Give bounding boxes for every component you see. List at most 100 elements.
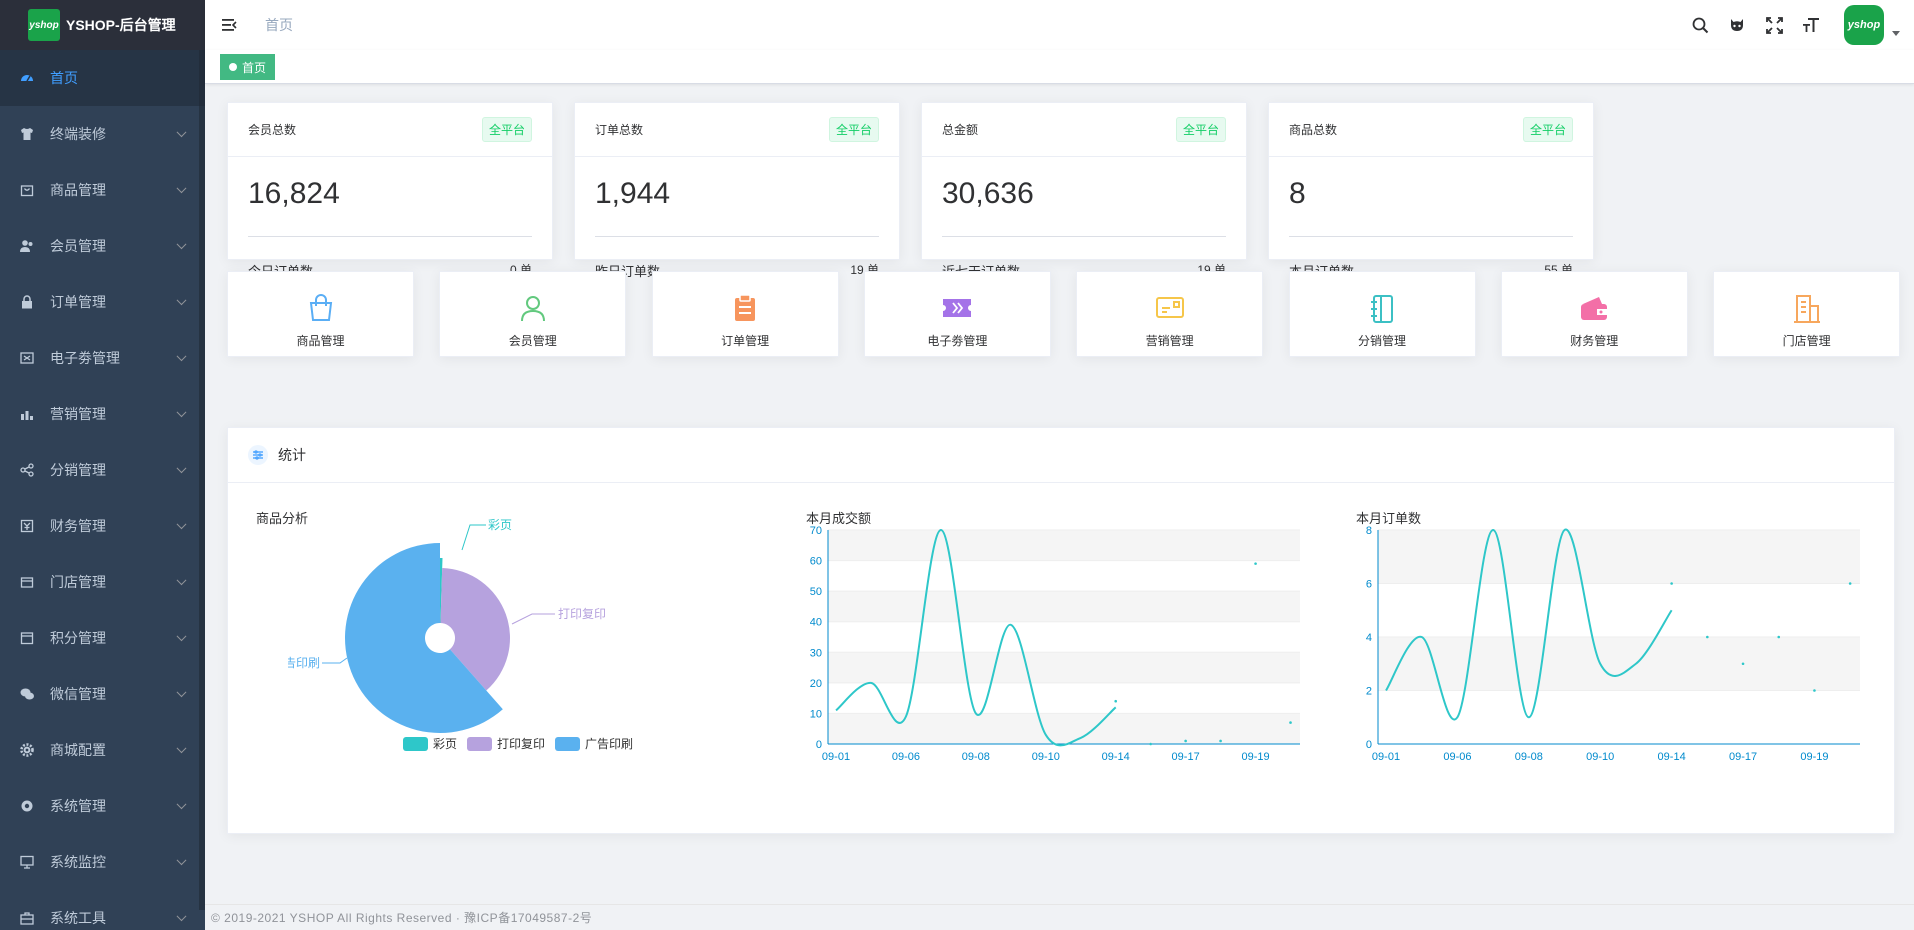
pie-slice[interactable] <box>345 543 503 733</box>
stat-card-value: 8 <box>1289 177 1306 210</box>
dashboard-icon <box>20 71 34 85</box>
stat-card-header: 总金额 全平台 <box>922 103 1246 157</box>
sidebar: yshop YSHOP-后台管理 首页 终端装修 商品管理 会员管理订单管理电子劵管理… <box>0 0 205 930</box>
legend-item[interactable]: 打印复印 <box>467 735 545 752</box>
tags-view: 首页 <box>205 50 1914 84</box>
platform-tag: 全平台 <box>1175 117 1226 142</box>
chevron-down-icon <box>176 463 187 474</box>
quick-link-card[interactable]: 会员管理 <box>439 271 627 357</box>
building-icon <box>1714 294 1899 324</box>
series-line[interactable] <box>1385 528 1673 721</box>
stat-card-title: 总金额 <box>942 123 979 137</box>
search-icon[interactable] <box>1690 15 1710 35</box>
grid-band <box>828 591 1300 622</box>
fullscreen-icon[interactable] <box>1764 15 1784 35</box>
data-point[interactable] <box>1254 562 1257 565</box>
sidebar-item-5[interactable]: 电子劵管理 <box>0 330 205 386</box>
sidebar-item-1[interactable]: 终端装修 <box>0 106 205 162</box>
data-point[interactable] <box>1848 582 1852 585</box>
chevron-down-icon <box>176 911 187 922</box>
github-icon[interactable] <box>1727 15 1747 35</box>
data-point[interactable] <box>1706 635 1709 639</box>
pie-label-line <box>322 657 348 664</box>
stat-card: 订单总数 全平台 1,944 昨日订单数 19 单 <box>574 102 900 279</box>
pie-label-line <box>511 613 555 625</box>
x-tick-label: 09-08 <box>1515 751 1543 760</box>
sidebar-item-6[interactable]: 营销管理 <box>0 386 205 442</box>
stat-card-value: 30,636 <box>942 177 1034 210</box>
caret-down-icon[interactable] <box>1892 30 1900 36</box>
sidebar-item-11[interactable]: 微信管理 <box>0 666 205 722</box>
stats-panel-header: 统计 <box>228 428 1894 483</box>
quick-link-card[interactable]: 财务管理 <box>1500 271 1688 357</box>
tag-home[interactable]: 首页 <box>220 54 276 80</box>
data-point[interactable] <box>1149 742 1152 746</box>
chevron-down-icon <box>176 687 187 698</box>
quick-link-card[interactable]: 分销管理 <box>1288 271 1476 357</box>
quick-link-label: 营销管理 <box>1145 334 1194 348</box>
avatar[interactable]: yshop <box>1844 5 1884 45</box>
sidebar-item-10[interactable]: 积分管理 <box>0 610 205 666</box>
legend-label: 彩页 <box>433 737 458 751</box>
data-point[interactable] <box>1777 635 1781 639</box>
orders-line-chart: 0 2 4 6 8 09-01 09-06 09-08 09-10 09-14 09-17 09-19 <box>1366 525 1860 760</box>
stat-card-title: 会员总数 <box>248 123 297 137</box>
data-point[interactable] <box>1741 662 1745 666</box>
data-point[interactable] <box>1670 582 1673 585</box>
sidebar-item-label: 电子劵管理 <box>50 350 120 366</box>
ticket-icon <box>865 294 1050 324</box>
sidebar-item-14[interactable]: 系统监控 <box>0 834 205 890</box>
quick-link-card[interactable]: 门店管理 <box>1713 271 1901 357</box>
y-tick-label: 60 <box>810 556 822 568</box>
sidebar-item-label: 订单管理 <box>50 294 106 310</box>
orders-chart-title: 本月订单数 <box>1356 511 1422 526</box>
envelope-icon <box>1077 294 1262 324</box>
legend-item[interactable]: 彩页 <box>403 735 457 752</box>
pie-slice[interactable] <box>440 558 443 624</box>
sidebar-item-label: 营销管理 <box>50 406 106 422</box>
sidebar-item-15[interactable]: 系统工具 <box>0 890 205 930</box>
sidebar-scrollbar[interactable] <box>199 50 205 910</box>
quick-link-card[interactable]: 营销管理 <box>1076 271 1264 357</box>
sidebar-item-12[interactable]: 商城配置 <box>0 722 205 778</box>
quick-link-card[interactable]: 电子劵管理 <box>863 271 1051 357</box>
breadcrumb[interactable]: 首页 <box>265 17 293 33</box>
stat-card-value: 1,944 <box>595 177 671 210</box>
data-point[interactable] <box>1289 721 1292 724</box>
x-tick-label: 09-10 <box>1032 751 1060 760</box>
logo[interactable]: yshop YSHOP-后台管理 <box>0 0 205 50</box>
chevron-down-icon <box>176 127 187 138</box>
y-tick-label: 50 <box>810 586 822 598</box>
sidebar-item-0[interactable]: 首页 <box>0 50 205 106</box>
legend-swatch <box>403 736 428 751</box>
hamburger-icon[interactable] <box>221 16 239 34</box>
data-point[interactable] <box>1184 739 1187 743</box>
sidebar-item-8[interactable]: 财务管理 <box>0 498 205 554</box>
grid-band <box>1378 530 1860 584</box>
pie-slice[interactable] <box>440 568 510 691</box>
sidebar-item-13[interactable]: 系统管理 <box>0 778 205 834</box>
data-point[interactable] <box>1219 739 1222 743</box>
sidebar-item-7[interactable]: 分销管理 <box>0 442 205 498</box>
series-line[interactable] <box>835 528 1117 747</box>
header: 首页 yshop <box>205 0 1914 50</box>
legend-item[interactable]: 广告印刷 <box>555 735 633 752</box>
sidebar-item-2[interactable]: 商品管理 <box>0 162 205 218</box>
x-tick-label: 09-19 <box>1241 751 1269 760</box>
data-point[interactable] <box>1813 689 1816 692</box>
stat-card: 总金额 全平台 30,636 近七天订单数 19 单 <box>921 102 1247 279</box>
sidebar-item-3[interactable]: 会员管理 <box>0 218 205 274</box>
quick-link-card[interactable]: 商品管理 <box>227 271 414 357</box>
tag-dot-icon <box>229 63 237 71</box>
quick-link-label: 会员管理 <box>508 334 557 348</box>
font-size-icon[interactable] <box>1801 15 1821 35</box>
sidebar-item-4[interactable]: 订单管理 <box>0 274 205 330</box>
sidebar-item-9[interactable]: 门店管理 <box>0 554 205 610</box>
data-point[interactable] <box>1114 699 1118 703</box>
y-tick-label: 6 <box>1366 579 1372 591</box>
stat-card-title: 商品总数 <box>1289 123 1338 137</box>
quick-link-card[interactable]: 订单管理 <box>651 271 839 357</box>
share-icon <box>20 463 34 477</box>
